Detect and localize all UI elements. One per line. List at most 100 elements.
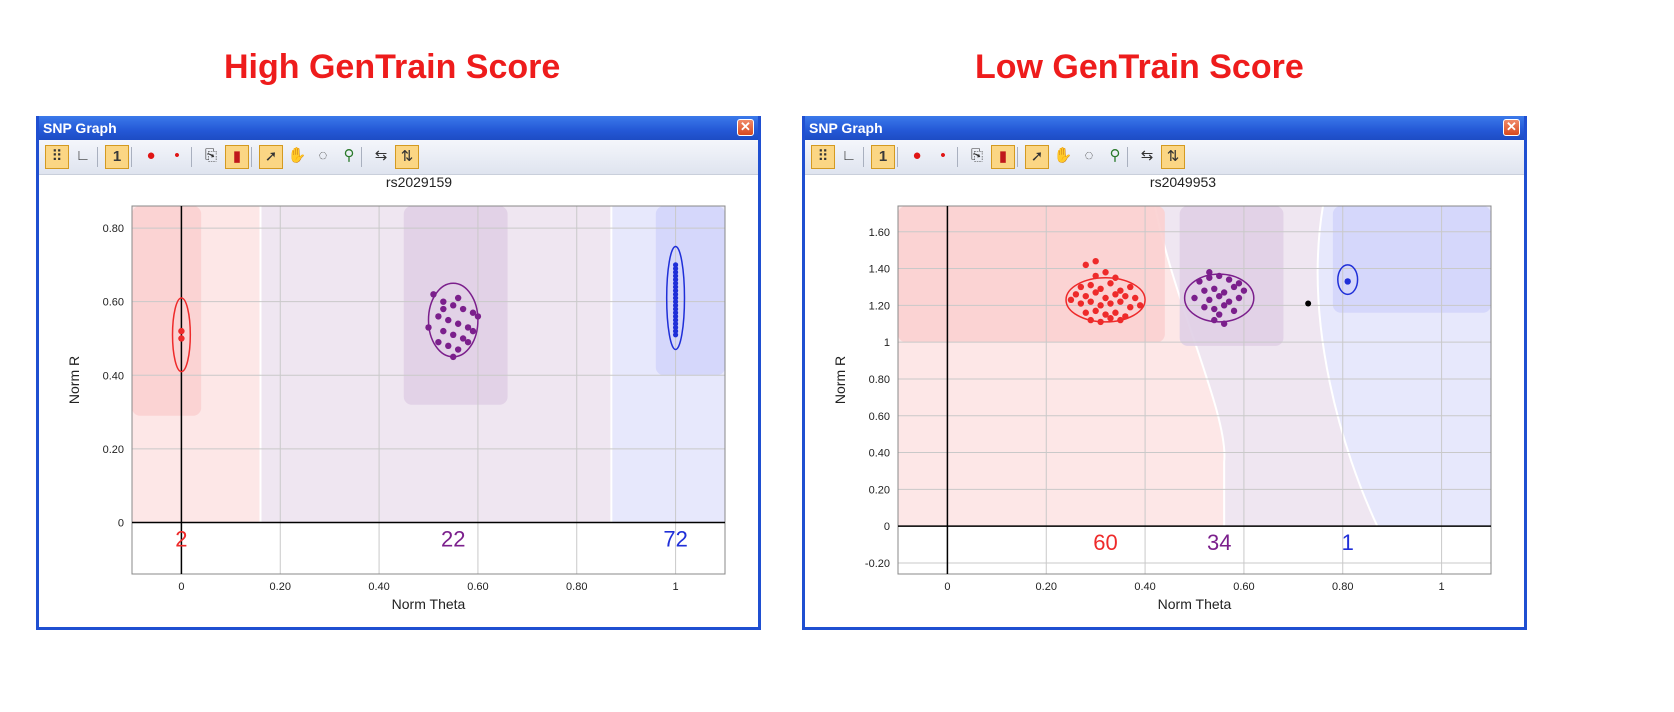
- small-dot-icon: •: [940, 147, 946, 164]
- fit-horizontal-button[interactable]: ⇆: [369, 145, 393, 169]
- data-point-ab: [1216, 311, 1223, 318]
- x-tick-label: 0.20: [1036, 581, 1057, 593]
- color-scale-button[interactable]: ▮: [991, 145, 1015, 169]
- data-point-ab: [459, 335, 467, 342]
- data-point-ab: [1196, 278, 1203, 285]
- data-point-bb: [672, 265, 679, 272]
- data-point-aa: [178, 335, 185, 342]
- y-axis-label: Norm R: [66, 356, 82, 404]
- data-point-ab: [450, 302, 457, 309]
- data-point-aa: [1077, 300, 1085, 307]
- data-point-aa: [1102, 269, 1109, 276]
- data-point-bb: [672, 262, 679, 268]
- data-point-ab: [440, 298, 447, 305]
- heading-high-gentrain: High GenTrain Score: [224, 48, 561, 86]
- data-point-aa: [1097, 318, 1104, 326]
- data-point-aa: [1112, 291, 1119, 298]
- data-point-ab: [474, 313, 482, 320]
- lasso-icon: ◌: [318, 147, 328, 164]
- data-point-bb: [672, 332, 679, 338]
- scatter-plot-button[interactable]: ⠿: [45, 145, 69, 169]
- scatter-plot-button[interactable]: ⠿: [811, 145, 835, 169]
- hand-icon: ✋: [287, 147, 307, 164]
- y-tick-label: 0.40: [103, 370, 124, 382]
- snp-graph-window-right: SNP Graph ✕ ⠿ ∟ 1 ● • ⎘ ▮ ➚ ✋ ◌ ⚲ ⇆ ⇅ rs2049953 0 0.2…: [802, 116, 1527, 630]
- large-dot-button[interactable]: ●: [139, 145, 163, 169]
- data-point-ab: [469, 309, 477, 316]
- data-point-ab: [1211, 285, 1218, 292]
- zoom-button[interactable]: ⚲: [337, 145, 361, 169]
- data-point-aa: [1082, 309, 1089, 316]
- y-tick-label: 0.80: [869, 374, 890, 386]
- data-point-ab: [454, 320, 462, 327]
- y-tick-label: 0.40: [869, 448, 890, 460]
- lasso-button[interactable]: ◌: [311, 145, 335, 169]
- data-point-aa: [1092, 272, 1099, 280]
- hand-icon: ✋: [1053, 147, 1073, 164]
- data-point-aa: [1112, 309, 1119, 316]
- close-button[interactable]: ✕: [1503, 119, 1520, 136]
- data-point-bb: [672, 313, 679, 319]
- lasso-button[interactable]: ◌: [1077, 145, 1101, 169]
- fit-horizontal-button[interactable]: ⇆: [1135, 145, 1159, 169]
- plot-frame: [897, 205, 1492, 575]
- small-dot-button[interactable]: •: [165, 145, 189, 169]
- copy-button[interactable]: ⎘: [965, 145, 989, 169]
- data-point-bb: [672, 317, 679, 323]
- data-point-aa: [1112, 274, 1119, 281]
- axis-chart-icon: ∟: [841, 147, 857, 164]
- window-titlebar[interactable]: SNP Graph ✕: [39, 116, 758, 140]
- data-point-bb: [672, 273, 679, 279]
- one-button[interactable]: 1: [105, 145, 129, 169]
- fit-vertical-button[interactable]: ⇅: [395, 145, 419, 169]
- data-point-aa: [1067, 296, 1075, 304]
- small-dot-button[interactable]: •: [931, 145, 955, 169]
- hand-button[interactable]: ✋: [1051, 145, 1075, 169]
- large-dot-icon: ●: [912, 147, 922, 164]
- y-tick-label: 0.20: [869, 484, 890, 496]
- plot-frame: [131, 205, 726, 575]
- zoom-button[interactable]: ⚲: [1103, 145, 1127, 169]
- snp-plot[interactable]: 0 0.20 0.40 0.60 0.80 1 -0.20 0 0.20 0.40 0.60 0.80…: [805, 194, 1524, 624]
- snp-plot[interactable]: 0 0.20 0.40 0.60 0.80 1 0 0.20 0.40 0.60 0.80 Norm …: [39, 194, 758, 624]
- color-scale-icon: ▮: [998, 148, 1008, 165]
- cluster-ellipse-bb: [1337, 264, 1359, 296]
- y-tick-label: 0.20: [103, 444, 124, 456]
- x-tick-label: 1: [1439, 581, 1445, 593]
- pointer-button[interactable]: ➚: [259, 145, 283, 169]
- fit-vertical-button[interactable]: ⇅: [1161, 145, 1185, 169]
- data-point-ab: [1220, 320, 1228, 327]
- data-point-ab: [469, 327, 477, 335]
- data-point-ab: [464, 338, 472, 346]
- data-point-ab: [440, 305, 447, 313]
- toolbar-separator: [251, 147, 252, 167]
- x-tick-label: 0.40: [1134, 581, 1155, 593]
- toolbar-separator: [1017, 147, 1018, 167]
- data-point-bb: [672, 291, 679, 297]
- region-boundary: [1153, 205, 1226, 527]
- copy-button[interactable]: ⎘: [199, 145, 223, 169]
- cluster-highlight-bb: [1332, 206, 1491, 313]
- data-point-bb: [672, 310, 679, 316]
- pointer-button[interactable]: ➚: [1025, 145, 1049, 169]
- toolbar-separator: [1127, 147, 1128, 167]
- data-point-ab: [454, 294, 462, 302]
- x-tick-label: 0.60: [1233, 581, 1254, 593]
- window-titlebar[interactable]: SNP Graph ✕: [805, 116, 1524, 140]
- data-point-aa: [1117, 298, 1124, 305]
- axis-chart-button[interactable]: ∟: [837, 145, 861, 169]
- close-button[interactable]: ✕: [737, 119, 754, 136]
- y-axis-label: Norm R: [832, 356, 848, 404]
- one-button[interactable]: 1: [871, 145, 895, 169]
- color-scale-button[interactable]: ▮: [225, 145, 249, 169]
- large-dot-button[interactable]: ●: [905, 145, 929, 169]
- hand-button[interactable]: ✋: [285, 145, 309, 169]
- x-tick-label: 0.60: [467, 581, 488, 593]
- data-point-bb: [672, 324, 679, 331]
- data-point-aa: [1132, 294, 1139, 302]
- data-point-aa: [1107, 280, 1114, 287]
- data-point-ab: [445, 316, 452, 324]
- axis-chart-button[interactable]: ∟: [71, 145, 95, 169]
- data-point-ab: [1206, 269, 1213, 276]
- data-point-aa: [1122, 292, 1129, 300]
